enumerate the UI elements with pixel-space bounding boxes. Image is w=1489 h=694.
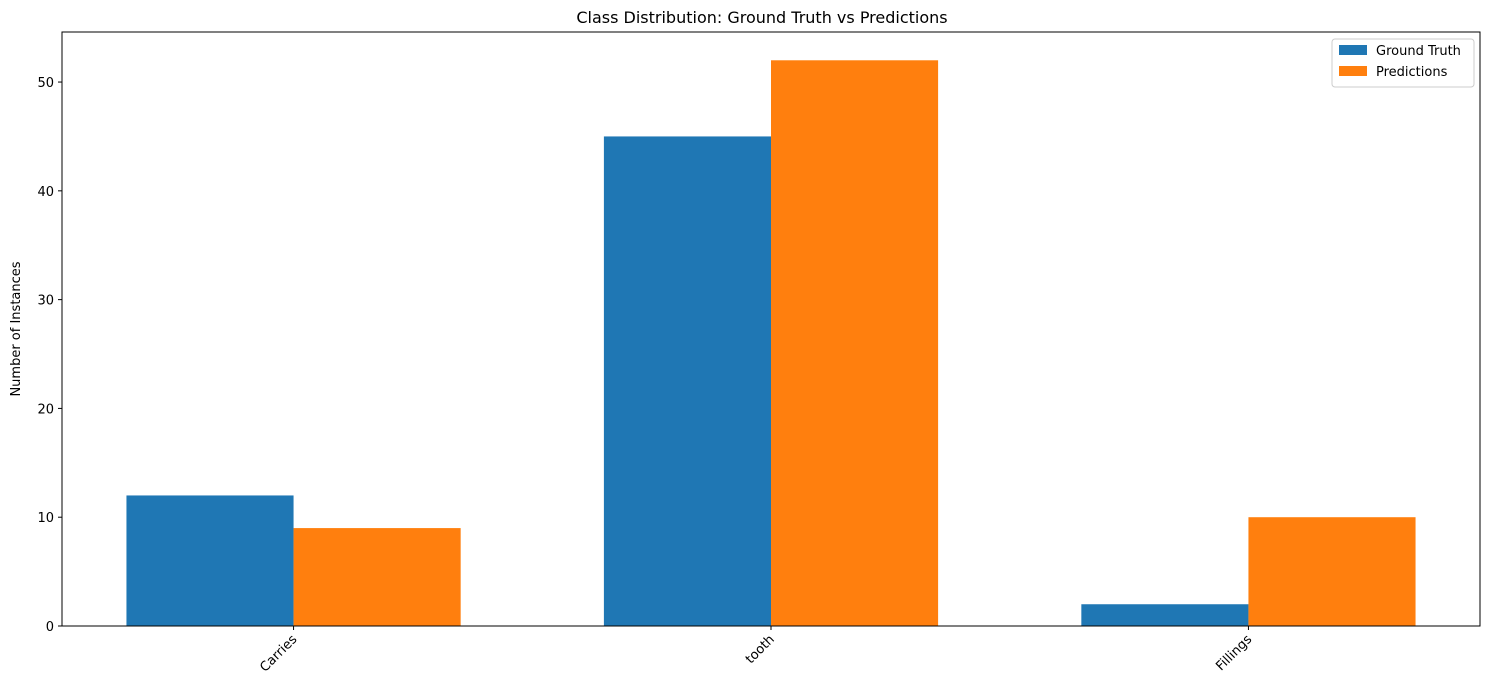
x-tick-label: Fillings (1213, 632, 1255, 674)
legend-swatch (1339, 45, 1367, 55)
y-tick-label: 20 (37, 402, 54, 417)
bar-predictions-carries (293, 528, 461, 626)
legend: Ground Truth Predictions (1331, 38, 1475, 88)
y-tick-label: 0 (46, 620, 54, 635)
legend-label: Predictions (1376, 65, 1448, 80)
y-tick-label: 40 (37, 185, 54, 200)
legend-swatch (1339, 66, 1367, 76)
y-tick-label: 30 (37, 294, 54, 309)
legend-label: Ground Truth (1376, 44, 1461, 59)
x-tick-label: Carries (257, 632, 300, 675)
chart-title: Class Distribution: Ground Truth vs Pred… (576, 8, 947, 27)
legend-box (1331, 38, 1475, 88)
x-tick-label: tooth (743, 632, 778, 667)
bar-predictions-tooth (771, 60, 939, 627)
bar-predictions-fillings (1248, 517, 1416, 626)
bar-ground-truth-carries (126, 495, 294, 626)
bar-ground-truth-tooth (603, 136, 771, 626)
y-axis-title: Number of Instances (9, 261, 24, 396)
y-tick-label: 10 (37, 511, 54, 526)
bar-ground-truth-fillings (1081, 604, 1249, 626)
y-tick-label: 50 (37, 76, 54, 91)
bars-layer (126, 60, 1416, 627)
